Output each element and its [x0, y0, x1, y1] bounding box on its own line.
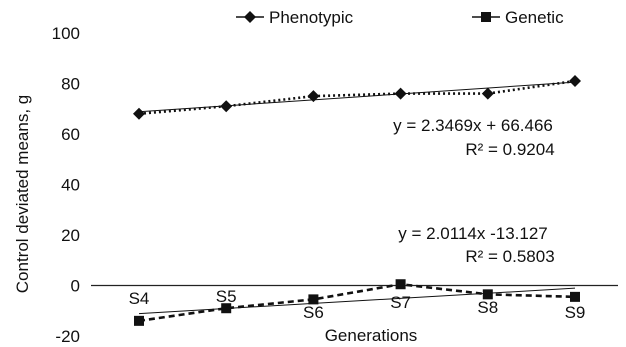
data-point-genetic: [308, 294, 319, 305]
legend-marker-phenotypic: [244, 11, 256, 23]
legend: Phenotypic Genetic: [236, 8, 564, 27]
data-point-genetic: [482, 289, 493, 300]
y-tick-label: 40: [61, 176, 80, 195]
legend-marker-genetic: [481, 12, 491, 22]
y-tick-label: 20: [61, 226, 80, 245]
y-tick-label: 60: [61, 125, 80, 144]
data-point-genetic: [395, 279, 406, 290]
y-axis-title: Control deviated means, g: [13, 95, 32, 293]
y-axis: -20 0 20 40 60 80 100: [52, 24, 80, 346]
data-point-phenotypic: [394, 87, 407, 100]
data-point-phenotypic: [481, 87, 494, 100]
x-axis: S4 S5 S6 S7 S8 S9: [91, 284, 618, 322]
data-point-phenotypic: [307, 90, 320, 103]
series: [133, 74, 581, 326]
trendline-r2-phenotypic: R² = 0.9204: [465, 140, 554, 159]
y-tick-label: 0: [71, 277, 80, 296]
x-tick-label: S9: [565, 303, 586, 322]
series-line-genetic: [138, 282, 576, 323]
x-tick-label: S8: [477, 298, 498, 317]
trendline-r2-genetic: R² = 0.5803: [465, 247, 554, 266]
data-point-phenotypic: [569, 74, 581, 87]
legend-label-phenotypic: Phenotypic: [269, 8, 354, 27]
data-point-genetic: [221, 303, 232, 314]
y-tick-label: -20: [55, 327, 80, 346]
y-tick-label: 100: [52, 24, 80, 43]
x-tick-label: S5: [216, 287, 237, 306]
data-point-phenotypic: [133, 107, 145, 120]
data-point-phenotypic: [220, 100, 233, 113]
trendline-phenotypic: [138, 81, 576, 113]
x-axis-title: Generations: [325, 326, 418, 345]
x-tick-label: S6: [303, 303, 324, 322]
trendline-equations: y = 2.3469x + 66.466 R² = 0.9204 y = 2.011…: [393, 116, 555, 266]
data-point-genetic: [134, 315, 144, 326]
data-point-genetic: [570, 291, 580, 302]
trendline-equation-genetic: y = 2.0114x -13.127: [398, 224, 548, 243]
trendline-equation-phenotypic: y = 2.3469x + 66.466: [393, 116, 553, 135]
y-tick-label: 80: [61, 75, 80, 94]
x-tick-label: S7: [390, 293, 411, 312]
trendline-genetic: [138, 287, 576, 315]
legend-label-genetic: Genetic: [505, 8, 564, 27]
x-tick-label: S4: [129, 289, 150, 308]
